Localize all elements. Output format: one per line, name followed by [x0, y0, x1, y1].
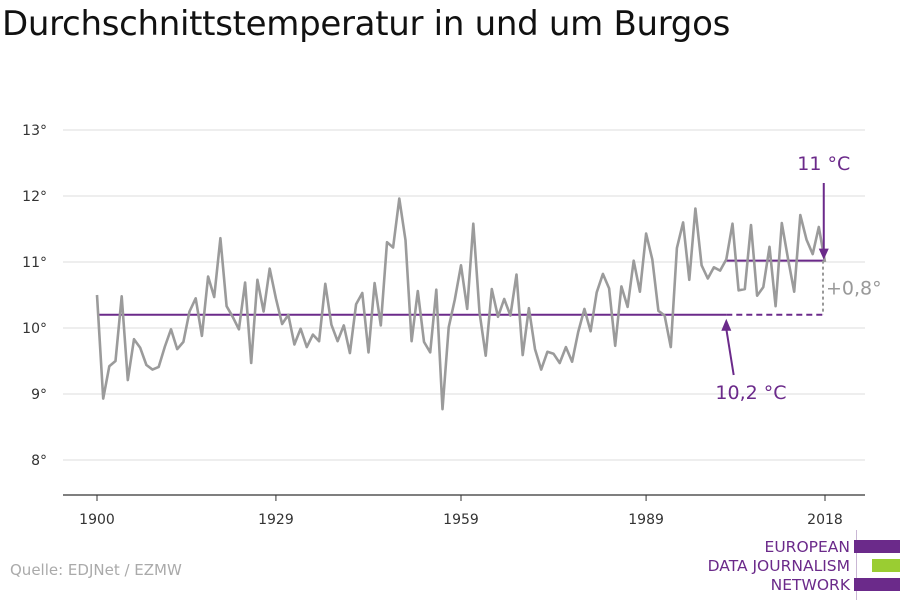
difference-label: +0,8°	[826, 277, 882, 299]
x-tick-label-1959: 1959	[443, 512, 479, 528]
x-tick-label-2018: 2018	[807, 512, 843, 528]
annotations: +0,8° 11 °C 10,2 °C	[715, 153, 881, 404]
chart-title: Durchschnittstemperatur in und um Burgos	[2, 4, 730, 44]
logo-bar-2	[872, 559, 900, 572]
y-tick-label-12: 12°	[22, 189, 47, 205]
series-group	[95, 197, 827, 411]
logo-bar-1	[854, 540, 900, 553]
y-tick-label-10: 10°	[22, 321, 47, 337]
y-tick-label-11: 11°	[22, 255, 47, 271]
x-tick-label-1900: 1900	[79, 512, 115, 528]
source-note: Quelle: EDJNet / EZMW	[10, 561, 182, 579]
y-tick-label-8: 8°	[31, 453, 47, 469]
reference-label-baseline: 10,2 °C	[715, 382, 786, 404]
logo-line-1: EUROPEAN	[764, 538, 850, 556]
arrow-baseline-shaft	[725, 328, 735, 376]
gridlines	[63, 129, 865, 461]
y-tick-label-9: 9°	[31, 387, 47, 403]
x-axis: 1900 1929 1959 1989 2018	[63, 494, 865, 528]
y-tick-label-13: 13°	[22, 123, 47, 139]
logo-line-3: NETWORK	[770, 576, 850, 594]
x-tick-label-1989: 1989	[628, 512, 664, 528]
edjnet-logo[interactable]: EUROPEAN DATA JOURNALISM NETWORK	[700, 530, 900, 600]
arrow-baseline-head	[721, 318, 732, 331]
series-line-temperature	[95, 197, 827, 411]
reference-label-recent: 11 °C	[797, 153, 850, 175]
y-axis-ticks: 8° 9° 10° 11° 12° 13°	[22, 123, 47, 469]
logo-separator	[856, 530, 857, 600]
logo-bar-3	[854, 578, 900, 591]
reference-lines	[97, 259, 825, 316]
logo-line-2: DATA JOURNALISM	[707, 557, 850, 575]
arrow-recent-head	[818, 248, 829, 260]
x-tick-label-1929: 1929	[258, 512, 294, 528]
